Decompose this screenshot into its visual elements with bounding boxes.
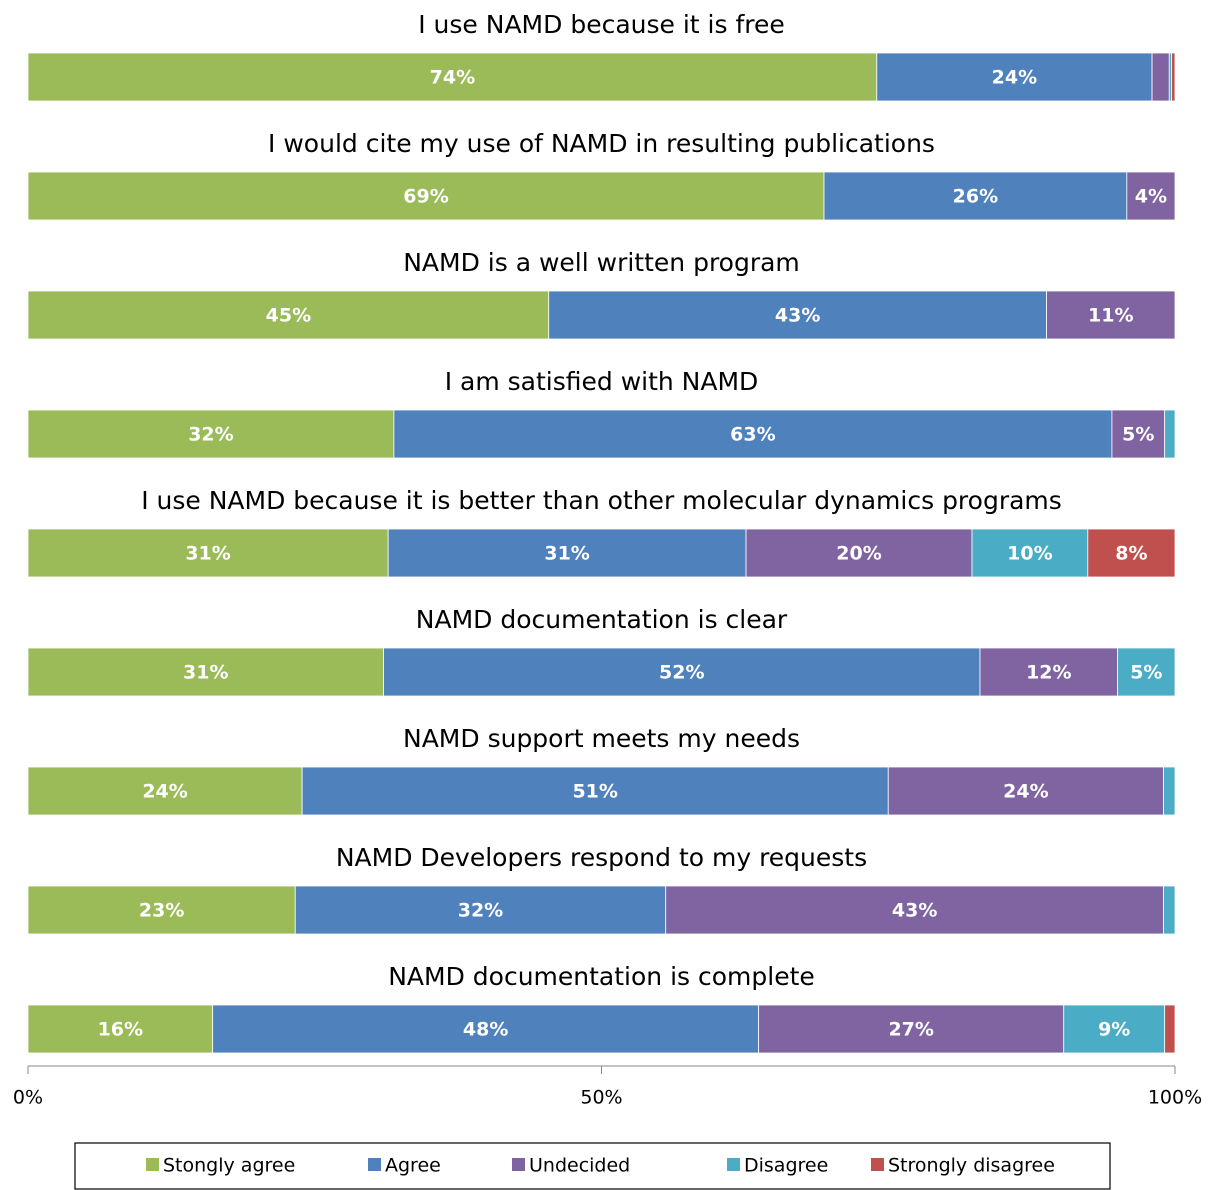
value-label: 32% [188,424,233,446]
x-tick-label: 50% [580,1087,622,1109]
legend-label: Agree [385,1155,441,1177]
value-label: 11% [1088,305,1133,327]
x-tick-label: 100% [1148,1087,1202,1109]
legend-box [74,1142,1111,1190]
category-label: NAMD documentation is complete [388,962,815,991]
value-label: 24% [1003,781,1048,803]
value-label: 5% [1122,424,1154,446]
value-label: 51% [572,781,617,803]
value-label: 31% [544,543,589,565]
bar-segment [212,1004,760,1054]
bar-segment [1163,766,1176,816]
value-label: 10% [1007,543,1052,565]
value-label: 63% [730,424,775,446]
category-label: NAMD documentation is clear [416,605,788,634]
bar-segment [1063,1004,1166,1054]
bar-segment [1087,528,1176,578]
legend-label: Strongly disagree [888,1155,1055,1177]
legend-label: Disagree [744,1155,828,1177]
bar-segment [1163,885,1176,935]
legend-swatch [512,1158,525,1171]
value-label: 27% [888,1019,933,1041]
legend-label: Undecided [529,1155,630,1177]
bar-segment [1111,409,1166,459]
value-label: 74% [430,67,475,89]
category-label: NAMD is a well written program [403,248,800,277]
category-label: I would cite my use of NAMD in resulting… [268,129,935,158]
category-label: NAMD support meets my needs [403,724,800,753]
bar-segment [758,1004,1065,1054]
value-label: 45% [266,305,311,327]
value-label: 20% [836,543,881,565]
bar-segment [1164,1004,1176,1054]
bar-segment [823,171,1128,221]
value-label: 16% [98,1019,143,1041]
bar-segment [383,647,981,697]
value-label: 24% [992,67,1037,89]
value-label: 9% [1098,1019,1130,1041]
category-label: I am satisfied with NAMD [445,367,759,396]
bar-segment [665,885,1164,935]
bar-segment [27,290,550,340]
value-label: 31% [185,543,230,565]
bar-segment [27,409,395,459]
category-label: NAMD Developers respond to my requests [336,843,867,872]
bar-segment [979,647,1119,697]
category-label: I use NAMD because it is free [418,10,785,39]
legend-swatch [727,1158,740,1171]
value-label: 32% [458,900,503,922]
bar-segment [387,528,747,578]
value-label: 52% [659,662,704,684]
bar-segment [971,528,1089,578]
bar-segment [1046,290,1176,340]
value-label: 24% [142,781,187,803]
bar-segment [1117,647,1176,697]
value-label: 4% [1135,186,1167,208]
bar-segment [294,885,667,935]
value-label: 48% [463,1019,508,1041]
legend-swatch [368,1158,381,1171]
bar-segment [301,766,889,816]
value-label: 8% [1115,543,1147,565]
bar-segment [548,290,1047,340]
category-label: I use NAMD because it is better than oth… [141,486,1062,515]
bar-segment [27,528,389,578]
value-label: 23% [139,900,184,922]
bar-segment [745,528,973,578]
value-label: 43% [892,900,937,922]
legend-swatch [146,1158,159,1171]
bar-segment [27,766,303,816]
bar-segment [27,885,296,935]
bar-segment [1151,52,1170,102]
value-label: 26% [953,186,998,208]
bar-segment [1171,52,1176,102]
value-label: 12% [1026,662,1071,684]
legend-label: Stongly agree [163,1155,295,1177]
bar-segment [27,52,878,102]
bar-segment [27,1004,214,1054]
bar-segment [1164,409,1176,459]
bar-segment [393,409,1113,459]
value-label: 31% [183,662,228,684]
bar-segment [1126,171,1176,221]
legend-swatch [871,1158,884,1171]
bar-segment [876,52,1153,102]
value-label: 5% [1130,662,1162,684]
value-label: 43% [775,305,820,327]
x-tick-label: 0% [13,1087,43,1109]
value-label: 69% [403,186,448,208]
